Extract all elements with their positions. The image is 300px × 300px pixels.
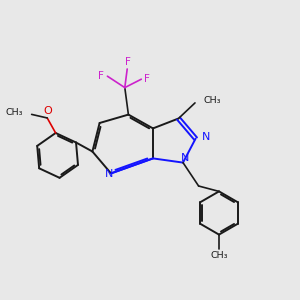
Text: N: N xyxy=(202,132,211,142)
Text: N: N xyxy=(181,153,189,164)
Text: F: F xyxy=(125,57,131,68)
Text: O: O xyxy=(44,106,52,116)
Text: N: N xyxy=(104,169,113,179)
Text: F: F xyxy=(144,74,150,84)
Text: F: F xyxy=(98,70,104,81)
Text: CH₃: CH₃ xyxy=(5,108,22,117)
Text: CH₃: CH₃ xyxy=(210,251,228,260)
Text: CH₃: CH₃ xyxy=(203,96,221,105)
